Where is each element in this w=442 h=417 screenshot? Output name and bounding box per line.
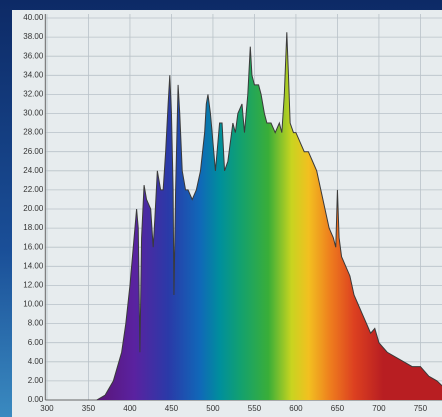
y-tick-label: 32.00 <box>23 90 44 99</box>
x-tick-label: 600 <box>289 404 303 413</box>
spectrum-line <box>96 32 442 401</box>
y-tick-label: 22.00 <box>23 185 44 194</box>
x-tick-label: 350 <box>82 404 96 413</box>
labels: 0.00 2.00 4.00 6.00 8.00 10.00 12.00 14.00 16.00… <box>23 13 427 413</box>
x-tick-label: 400 <box>123 404 137 413</box>
x-tick-label: 300 <box>40 404 54 413</box>
y-tick-label: 2.00 <box>28 376 44 385</box>
x-tick-label: 650 <box>331 404 345 413</box>
y-tick-label: 36.00 <box>23 51 44 60</box>
y-tick-label: 30.00 <box>23 109 44 118</box>
y-tick-label: 6.00 <box>28 338 44 347</box>
y-tick-label: 12.00 <box>23 281 44 290</box>
spectrum-area <box>96 32 442 400</box>
x-tick-label: 550 <box>248 404 262 413</box>
marks <box>96 32 442 401</box>
y-tick-label: 18.00 <box>23 223 44 232</box>
y-tick-label: 28.00 <box>23 128 44 137</box>
y-tick-label: 34.00 <box>23 70 44 79</box>
x-tick-label: 700 <box>372 404 386 413</box>
y-tick-label: 16.00 <box>23 242 44 251</box>
y-tick-label: 8.00 <box>28 319 44 328</box>
y-tick-label: 4.00 <box>28 357 44 366</box>
y-tick-label: 38.00 <box>23 32 44 41</box>
x-tick-label: 450 <box>165 404 179 413</box>
y-tick-label: 24.00 <box>23 166 44 175</box>
y-tick-label: 0.00 <box>28 395 44 404</box>
y-tick-label: 20.00 <box>23 204 44 213</box>
y-tick-label: 26.00 <box>23 147 44 156</box>
y-tick-label: 40.00 <box>23 13 44 22</box>
x-tick-label: 750 <box>414 404 428 413</box>
y-tick-label: 10.00 <box>23 300 44 309</box>
y-tick-label: 14.00 <box>23 261 44 270</box>
x-tick-label: 500 <box>206 404 220 413</box>
